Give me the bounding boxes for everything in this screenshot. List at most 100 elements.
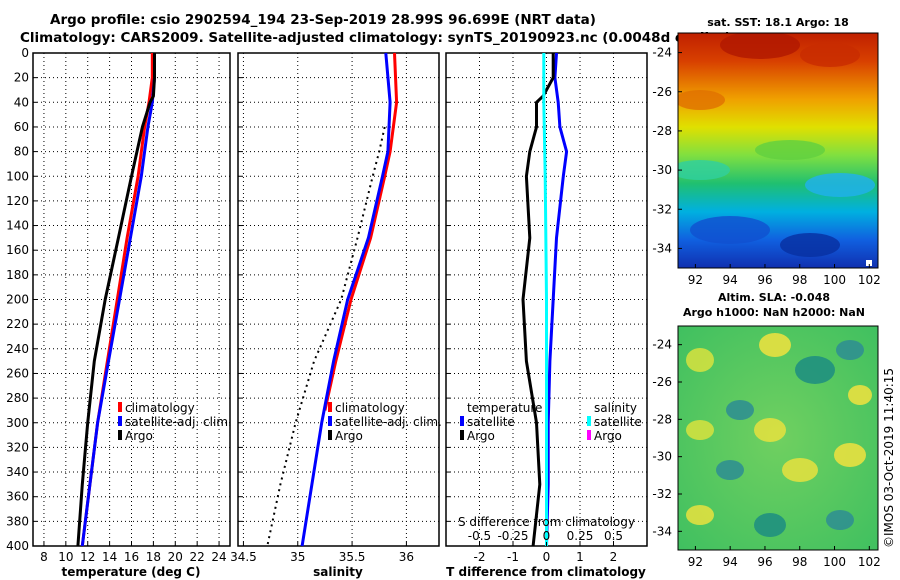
sst-patch xyxy=(720,33,800,59)
x-tick-label: 10 xyxy=(58,550,73,564)
map-y-tick-label: -28 xyxy=(652,124,672,138)
x-tick-label: 24 xyxy=(211,550,226,564)
salinity-xlabel: salinity xyxy=(313,565,363,579)
map-y-tick-label: -34 xyxy=(652,241,672,255)
top-tick-label: -0.25 xyxy=(497,529,528,543)
legend-satellite: satellite-adj. clim. xyxy=(125,415,232,429)
map-y-tick-label: -32 xyxy=(652,202,672,216)
sst-field-texture xyxy=(678,33,875,257)
legend-argo: Argo xyxy=(335,429,363,443)
legend-s-argo: Argo xyxy=(594,429,622,443)
map-x-tick-label: 102 xyxy=(858,273,881,287)
x-tick-label: 36 xyxy=(399,550,414,564)
sla-map-title: Altim. SLA: -0.048 xyxy=(718,291,830,304)
map-x-tick-label: 96 xyxy=(757,555,772,569)
top-tick-label: 0 xyxy=(543,529,551,543)
top-tick-label: -0.5 xyxy=(468,529,491,543)
x-tick-label: 34.5 xyxy=(230,550,257,564)
x-tick-label: 0 xyxy=(543,550,551,564)
legend-climatology: climatology xyxy=(125,401,195,415)
sla-patch xyxy=(754,418,786,442)
y-tick-label: 260 xyxy=(6,366,29,380)
map-y-tick-label: -26 xyxy=(652,85,672,99)
y-tick-label: 200 xyxy=(6,293,29,307)
x-tick-label: 12 xyxy=(80,550,95,564)
sst-map-title: sat. SST: 18.1 Argo: 18 xyxy=(707,16,849,29)
legend-swatch-t-argo xyxy=(460,430,464,440)
figure-title-line1: Argo profile: csio 2902594_194 23-Sep-20… xyxy=(50,12,596,28)
salinity-lines xyxy=(266,52,399,547)
sst-patch xyxy=(678,160,730,180)
x-tick-label: 18 xyxy=(146,550,161,564)
map-x-tick-label: 96 xyxy=(757,273,772,287)
sla-patch xyxy=(716,460,744,480)
temperature-legend: climatology satellite-adj. clim. Argo xyxy=(118,401,232,443)
sst-patch xyxy=(755,140,825,160)
legend-t-argo: Argo xyxy=(467,429,495,443)
sst-patch xyxy=(780,233,840,257)
legend-swatch-climatology xyxy=(328,402,332,412)
y-tick-label: 360 xyxy=(6,490,29,504)
legend-swatch-s-satellite xyxy=(587,416,591,426)
legend-swatch-t-satellite xyxy=(460,416,464,426)
y-tick-label: 80 xyxy=(14,145,29,159)
sla-patch xyxy=(848,385,872,405)
temperature-xlabel: temperature (deg C) xyxy=(62,565,201,579)
map-y-tick-label: -24 xyxy=(652,46,672,60)
difference-top-ticks: -0.5 -0.25 0 0.25 0.5 xyxy=(468,529,623,543)
y-tick-label: 20 xyxy=(14,71,29,85)
sla-patch xyxy=(686,420,714,440)
y-tick-label: 60 xyxy=(14,120,29,134)
y-tick-label: 0 xyxy=(21,46,29,60)
y-tick-label: 320 xyxy=(6,440,29,454)
sla-patch xyxy=(782,458,818,482)
top-tick-label: 0.25 xyxy=(567,529,594,543)
legend-swatch-argo xyxy=(118,430,122,440)
salinity-panel: 34.5 35 35.5 36 salinity climatology satell… xyxy=(230,52,442,579)
map-y-tick-label: -24 xyxy=(652,338,672,352)
difference-ticks: -2 -1 0 1 2 xyxy=(446,52,617,564)
x-tick-label: 1 xyxy=(576,550,584,564)
y-tick-label: 240 xyxy=(6,342,29,356)
y-tick-label: 300 xyxy=(6,416,29,430)
argo-position-marker xyxy=(866,260,872,266)
sst-patch xyxy=(805,173,875,197)
y-tick-label: 100 xyxy=(6,169,29,183)
map-y-tick-label: -28 xyxy=(652,412,672,426)
x-tick-label: 35 xyxy=(290,550,305,564)
legend-satellite: satellite-adj. clim. xyxy=(335,415,442,429)
difference-top-axis-label: S difference from climatology xyxy=(458,515,635,529)
legend-swatch-satellite xyxy=(118,416,122,426)
series-line-satellite-adj-clim- xyxy=(300,52,392,547)
sst-map-panel: sat. SST: 18.1 Argo: 18 92 94 96 98 100 102 -2… xyxy=(652,16,880,287)
map-x-tick-label: 102 xyxy=(858,555,881,569)
imos-credit: ©IMOS 03-Oct-2019 11:40:15 xyxy=(882,368,896,548)
legend-argo: Argo xyxy=(125,429,153,443)
sla-map-frame xyxy=(677,325,879,551)
legend-s-satellite: satellite xyxy=(594,415,642,429)
sla-field-texture xyxy=(686,333,872,537)
y-tick-label: 280 xyxy=(6,391,29,405)
series-line-temperature-satellite xyxy=(545,52,569,547)
sla-map-panel: Altim. SLA: -0.048 Argo h1000: NaN h2000… xyxy=(652,291,880,569)
y-tick-label: 180 xyxy=(6,268,29,282)
temperature-frame xyxy=(32,52,231,547)
legend-climatology: climatology xyxy=(335,401,405,415)
x-tick-label: 20 xyxy=(168,550,183,564)
map-y-tick-label: -26 xyxy=(652,375,672,389)
sla-map-ticks: 92 94 96 98 100 102 -24 -26 -28 -30 -32 -34 xyxy=(652,338,880,569)
map-x-tick-label: 100 xyxy=(823,555,846,569)
temperature-ticks: 0 20 40 60 80 100 120 140 160 180 200 220 240 260 280 3… xyxy=(6,46,227,564)
legend-temperature-title: temperature xyxy=(467,401,542,415)
y-tick-label: 340 xyxy=(6,465,29,479)
legend-swatch-climatology xyxy=(118,402,122,412)
difference-lines xyxy=(521,52,569,547)
y-tick-label: 140 xyxy=(6,219,29,233)
difference-xlabel: T difference from climatology xyxy=(446,565,646,579)
series-line-salinity-satellite xyxy=(542,53,548,546)
x-tick-label: 14 xyxy=(102,550,117,564)
y-tick-label: 160 xyxy=(6,243,29,257)
legend-t-satellite: satellite xyxy=(467,415,515,429)
map-x-tick-label: 92 xyxy=(688,273,703,287)
